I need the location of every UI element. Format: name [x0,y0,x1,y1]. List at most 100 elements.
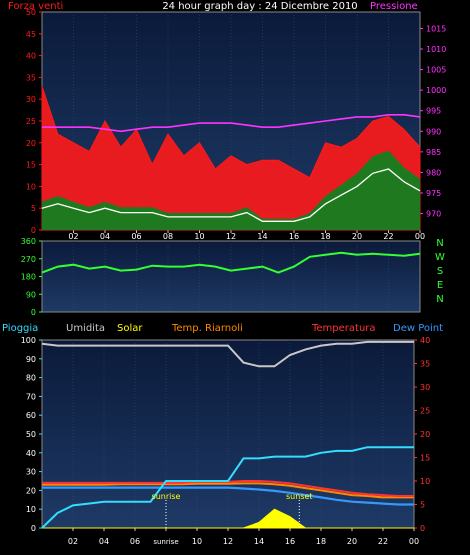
pressure-axis-ticks: 970 975 980 985 990 995 1000 1005 1010 1015 [420,24,446,219]
wind-max-series [41,85,421,231]
compass-label-s: S [437,266,443,277]
climate-left-tick-label: 50 [26,430,36,439]
climate-left-tick-label: 70 [26,392,36,401]
wind-grid [73,12,389,230]
pressure-tick-label: 975 [426,189,441,198]
wind-tick-label: 30 [26,95,36,104]
pressure-tick-label: 990 [426,127,441,136]
climate-x-tick-label: 18 [316,537,326,546]
dew-point-series [42,486,414,506]
wind-x-tick-label: 10 [194,232,204,241]
climate-right-tick-label: 15 [420,454,430,463]
wind-tick-label: 5 [31,204,36,213]
wind-axis-label: Forza venti [8,1,63,12]
wind-direction-panel [41,240,421,313]
climate-right-tick-label: 5 [420,501,425,510]
climate-x-tick-label: 12 [223,537,233,546]
humidity-series [41,340,414,368]
climate-x-tick-label: 04 [99,537,109,546]
climate-x-tick-label: 16 [285,537,295,546]
climate-x-tick-label: 20 [347,537,357,546]
climate-right-tick-label: 10 [420,477,430,486]
climate-right-tick-label: 25 [420,407,430,416]
direction-axis-ticks: 0 90 180 270 360 [21,237,42,317]
legend-item-4: Temperatura [311,323,376,334]
wind-x-tick-label: 14 [257,232,267,241]
climate-left-tick-label: 10 [26,505,36,514]
wind-x-tick-label: 18 [320,232,330,241]
pressure-tick-label: 985 [426,148,441,157]
climate-right-tick-label: 0 [420,524,425,533]
direction-tick-label: 0 [31,308,36,317]
legend-item-0: Pioggia [2,323,38,334]
compass-label-n: N [436,238,443,249]
pressure-tick-label: 1015 [426,24,446,33]
climate-x-tick-label: 02 [68,537,78,546]
legend-item-3: Temp. Riarnoli [171,323,243,334]
climate-x-tick-label: 10 [192,537,202,546]
pressure-tick-label: 1005 [426,66,446,75]
wind-x-tick-label: 16 [289,232,299,241]
compass-label-e: E [437,280,443,291]
sunset-label: sunset [286,492,313,501]
chart-title: 24 hour graph day : 24 Dicembre 2010 [162,1,357,12]
direction-series [41,251,421,274]
wind-tick-label: 35 [26,73,36,82]
wind-tick-label: 0 [31,226,36,235]
legend: Pioggia Umidita Solar Temp. Riarnoli Tempera… [2,323,443,334]
wind-x-tick-label: 12 [226,232,236,241]
pressure-tick-label: 980 [426,168,441,177]
climate-left-tick-label: 0 [31,524,36,533]
climate-left-tick-label: 40 [26,449,36,458]
wind-tick-label: 20 [26,139,36,148]
climate-left-tick-label: 30 [26,468,36,477]
legend-item-1: Umidita [66,323,105,334]
wind-tick-label: 50 [26,8,36,17]
climate-right-tick-label: 30 [420,383,430,392]
wind-tick-label: 25 [26,117,36,126]
wind-x-tick-label: 02 [68,232,78,241]
climate-x-tick-label: 14 [254,537,264,546]
sunrise-label: sunrise [152,492,181,501]
direction-tick-label: 90 [26,290,36,299]
climate-grid [72,340,384,528]
climate-right-tick-label: 40 [420,336,430,345]
sun-annotations: sunrise sunset [152,492,313,528]
wind-gust-fill-series [42,150,420,230]
wind-tick-label: 45 [26,30,36,39]
wind-x-tick-label: 04 [100,232,110,241]
pressure-tick-label: 970 [426,210,441,219]
wind-x-tick-label: 06 [131,232,141,241]
compass-label-w: W [435,252,445,263]
wind-x-ticks: 02 04 06 08 10 12 14 16 18 20 22 00 [68,230,425,241]
wind-x-tick-label: 08 [163,232,173,241]
wind-pressure-series [41,85,421,231]
temp-apparent-series [42,482,414,499]
pressure-tick-label: 995 [426,107,441,116]
wind-avg-series [41,168,421,222]
rain-series [41,446,414,529]
wind-x-tick-label: 20 [352,232,362,241]
direction-tick-label: 270 [21,255,36,264]
compass-label-n: N [436,294,443,305]
climate-series [41,340,414,529]
climate-right-tick-label: 35 [420,360,430,369]
climate-left-tick-label: 20 [26,486,36,495]
legend-item-5: Dew Point [393,323,443,334]
pressure-series [42,114,421,133]
climate-left-ticks: 0 10 20 30 40 50 60 70 80 90 100 [21,336,42,533]
climate-x-ticks: 02 04 06 sunrise 10 12 14 16 18 20 22 00 [68,528,419,546]
wind-x-tick-label: 22 [383,232,393,241]
climate-left-tick-label: 60 [26,411,36,420]
climate-x-tick-label: 06 [130,537,140,546]
legend-item-2: Solar [117,323,143,334]
solar-series [42,508,414,529]
direction-tick-label: 180 [21,273,36,282]
climate-left-tick-label: 90 [26,355,36,364]
climate-x-tick-label: 22 [378,537,388,546]
wind-tick-label: 40 [26,52,36,61]
climate-left-tick-label: 80 [26,374,36,383]
wind-x-tick-label: 00 [415,232,425,241]
